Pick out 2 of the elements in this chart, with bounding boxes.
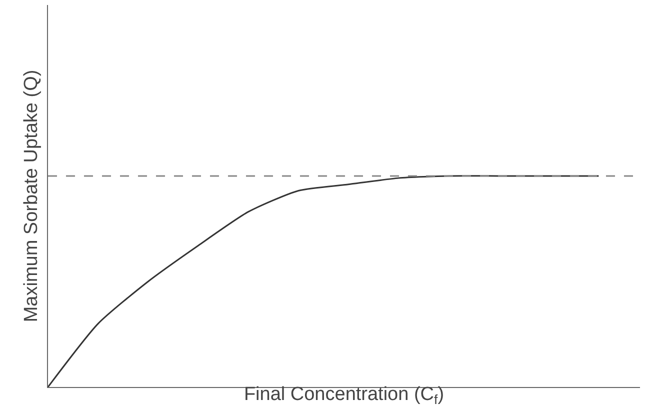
x-axis-title: Final Concentration (C$_{f}$) [244, 384, 444, 407]
y-axis-title: Maximum Sorbate Uptake (Q) [20, 70, 42, 322]
